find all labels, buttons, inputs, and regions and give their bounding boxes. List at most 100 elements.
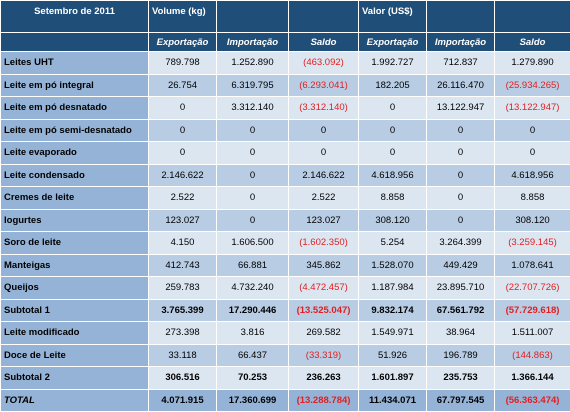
table-cell: 0 xyxy=(289,119,359,142)
table-cell: (1.602.350) xyxy=(289,232,359,255)
table-cell: (13.122.947) xyxy=(495,97,570,120)
table-cell: 1.606.500 xyxy=(217,232,289,255)
value-group-header: Valor (US$) xyxy=(359,1,427,33)
table-cell: 5.254 xyxy=(359,232,427,255)
col-header-value-import: Importação xyxy=(427,33,495,52)
table-cell: 66.881 xyxy=(217,254,289,277)
table-cell: 51.926 xyxy=(359,344,427,367)
table-cell: 0 xyxy=(149,97,217,120)
table-cell: 70.253 xyxy=(217,367,289,390)
table-cell: 33.118 xyxy=(149,344,217,367)
col-header-value-balance: Saldo xyxy=(495,33,570,52)
table-cell: 2.146.622 xyxy=(289,164,359,187)
table-cell: 1.078.641 xyxy=(495,254,570,277)
header-blank xyxy=(495,1,570,33)
table-cell: 0 xyxy=(495,142,570,165)
table-cell: 306.516 xyxy=(149,367,217,390)
table-cell: (57.729.618) xyxy=(495,299,570,322)
header-blank xyxy=(427,1,495,33)
table-cell: (144.863) xyxy=(495,344,570,367)
table-cell: 0 xyxy=(217,119,289,142)
row-label: TOTAL xyxy=(1,389,149,412)
table-cell: 1.366.144 xyxy=(495,367,570,390)
table-cell: 3.312.140 xyxy=(217,97,289,120)
col-header-volume-import: Importação xyxy=(217,33,289,52)
table-cell: 66.437 xyxy=(217,344,289,367)
table-cell: 269.582 xyxy=(289,322,359,345)
table-cell: 1.187.984 xyxy=(359,277,427,300)
table-cell: 0 xyxy=(217,142,289,165)
table-cell: 0 xyxy=(217,187,289,210)
table-cell: 26.116.470 xyxy=(427,74,495,97)
table-cell: 6.319.795 xyxy=(217,74,289,97)
row-label: Soro de leite xyxy=(1,232,149,255)
row-label: Manteigas xyxy=(1,254,149,277)
table-cell: (56.363.474) xyxy=(495,389,570,412)
row-label: Leites UHT xyxy=(1,52,149,75)
table-cell: 4.618.956 xyxy=(495,164,570,187)
table-cell: 2.522 xyxy=(289,187,359,210)
row-label: Cremes de leite xyxy=(1,187,149,210)
table-cell: 23.895.710 xyxy=(427,277,495,300)
table-cell: 3.264.399 xyxy=(427,232,495,255)
table-cell: 182.205 xyxy=(359,74,427,97)
table-cell: 308.120 xyxy=(359,209,427,232)
table-cell: 3.816 xyxy=(217,322,289,345)
table-cell: 26.754 xyxy=(149,74,217,97)
table-cell: 2.522 xyxy=(149,187,217,210)
table-cell: 38.964 xyxy=(427,322,495,345)
row-label: Leite evaporado xyxy=(1,142,149,165)
table-cell: 0 xyxy=(359,119,427,142)
row-label: Leite em pó desnatado xyxy=(1,97,149,120)
header-blank xyxy=(289,1,359,33)
table-cell: 0 xyxy=(217,209,289,232)
table-cell: 123.027 xyxy=(289,209,359,232)
table-cell: 0 xyxy=(427,142,495,165)
table-cell: (25.934.265) xyxy=(495,74,570,97)
table-cell: 449.429 xyxy=(427,254,495,277)
table-cell: 196.789 xyxy=(427,344,495,367)
table-cell: 0 xyxy=(427,164,495,187)
row-label: Subtotal 1 xyxy=(1,299,149,322)
table-cell: 0 xyxy=(289,142,359,165)
table-cell: (3.259.145) xyxy=(495,232,570,255)
table-cell: (22.707.726) xyxy=(495,277,570,300)
table-cell: 345.862 xyxy=(289,254,359,277)
table-cell: 1.279.890 xyxy=(495,52,570,75)
row-label: Leite em pó semi-desnatado xyxy=(1,119,149,142)
table-cell: 0 xyxy=(149,142,217,165)
table-cell: 412.743 xyxy=(149,254,217,277)
col-header-value-export: Exportação xyxy=(359,33,427,52)
table-cell: 67.561.792 xyxy=(427,299,495,322)
table-cell: 3.765.399 xyxy=(149,299,217,322)
row-label: Iogurtes xyxy=(1,209,149,232)
table-cell: 11.434.071 xyxy=(359,389,427,412)
table-cell: 273.398 xyxy=(149,322,217,345)
table-cell: 0 xyxy=(427,209,495,232)
row-label: Doce de Leite xyxy=(1,344,149,367)
table-cell: (6.293.041) xyxy=(289,74,359,97)
col-header-volume-balance: Saldo xyxy=(289,33,359,52)
table-cell: 0 xyxy=(149,119,217,142)
table-cell: (463.092) xyxy=(289,52,359,75)
table-cell: 1.601.897 xyxy=(359,367,427,390)
table-cell: (13.288.784) xyxy=(289,389,359,412)
table-cell: 67.797.545 xyxy=(427,389,495,412)
table-cell: 4.150 xyxy=(149,232,217,255)
row-label: Leite modificado xyxy=(1,322,149,345)
table-cell: 2.146.622 xyxy=(149,164,217,187)
